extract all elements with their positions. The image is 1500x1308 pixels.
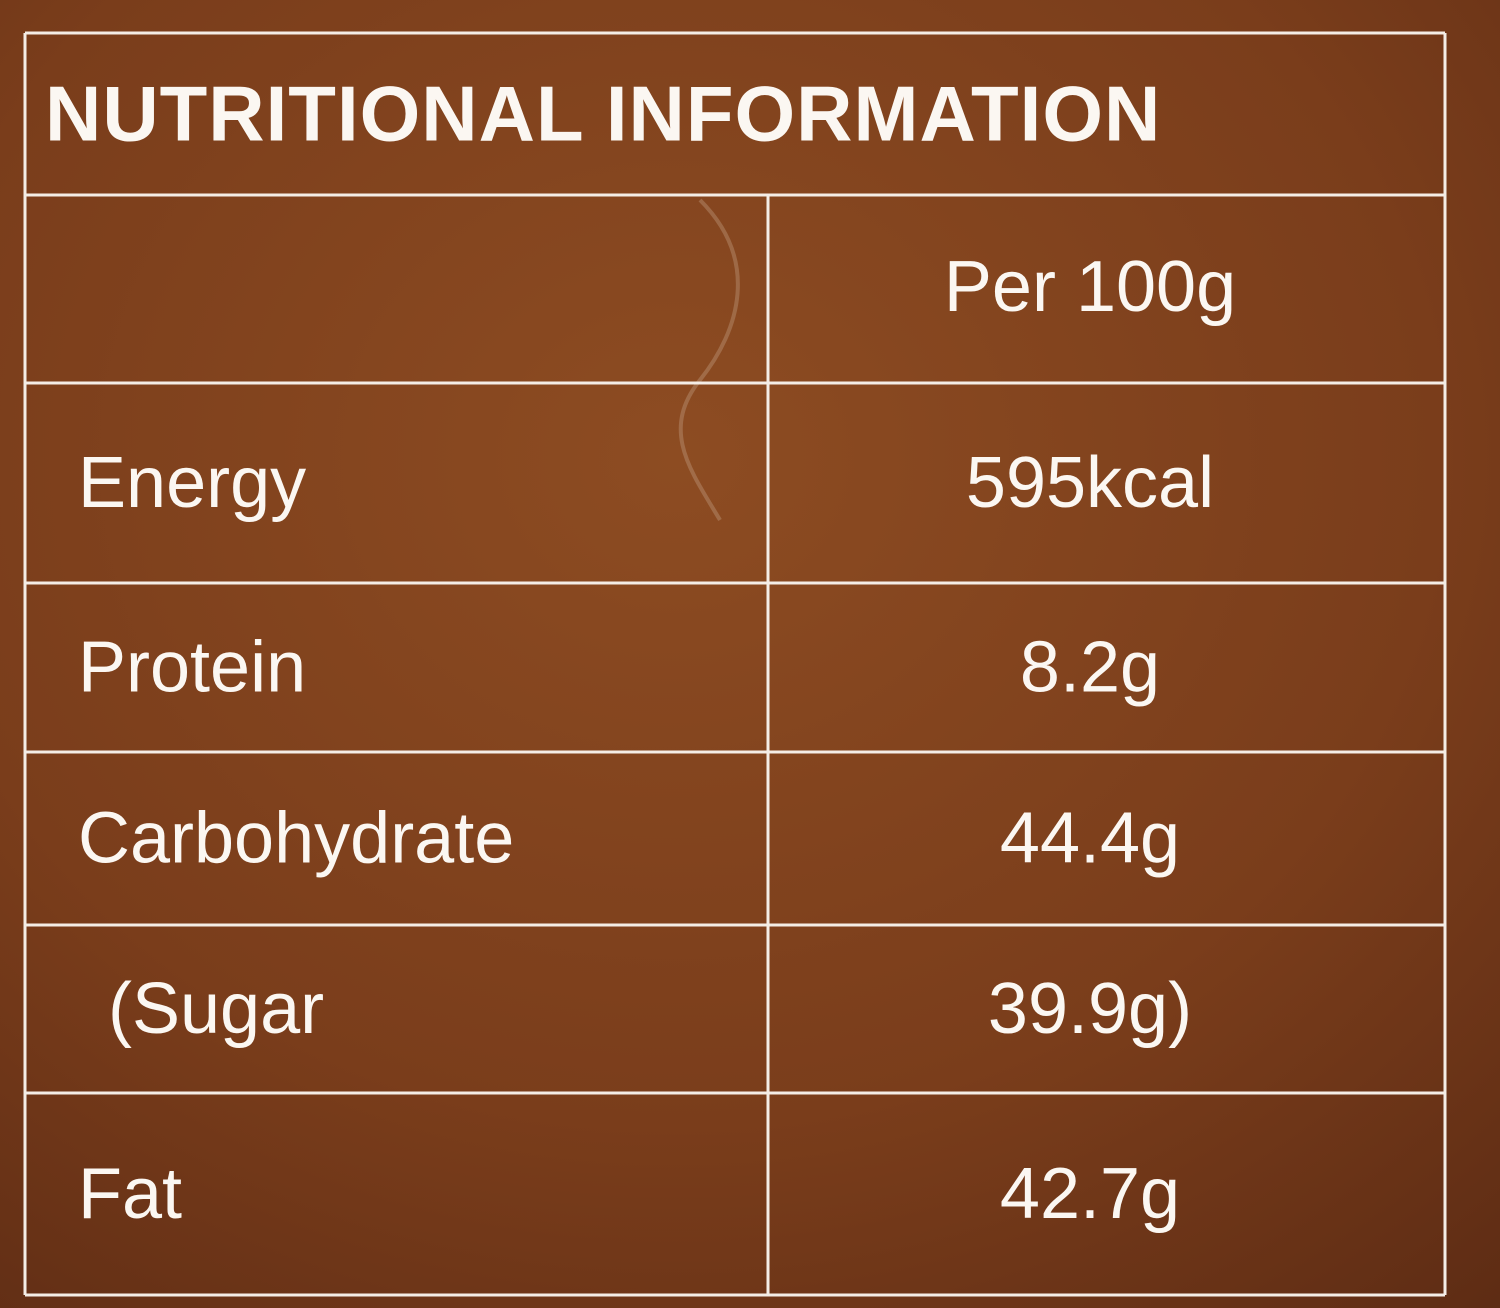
crease: [678, 198, 740, 522]
nutrient-value: 8.2g: [1020, 628, 1160, 708]
nutrient-value: 595kcal: [966, 443, 1214, 523]
nutrient-label: (Sugar: [108, 969, 324, 1049]
nutrient-value: 44.4g: [1000, 799, 1180, 879]
nutrient-value: 42.7g: [1000, 1154, 1180, 1234]
nutrient-value: 39.9g): [988, 969, 1192, 1049]
table-title: NUTRITIONAL INFORMATION: [45, 70, 1161, 158]
nutrient-label: Protein: [78, 628, 306, 708]
column-header: Per 100g: [944, 247, 1236, 327]
nutrient-label: Energy: [78, 443, 306, 523]
nutrient-label: Carbohydrate: [78, 799, 514, 879]
table-grid: [23, 31, 1447, 1297]
nutrient-label: Fat: [78, 1154, 182, 1234]
